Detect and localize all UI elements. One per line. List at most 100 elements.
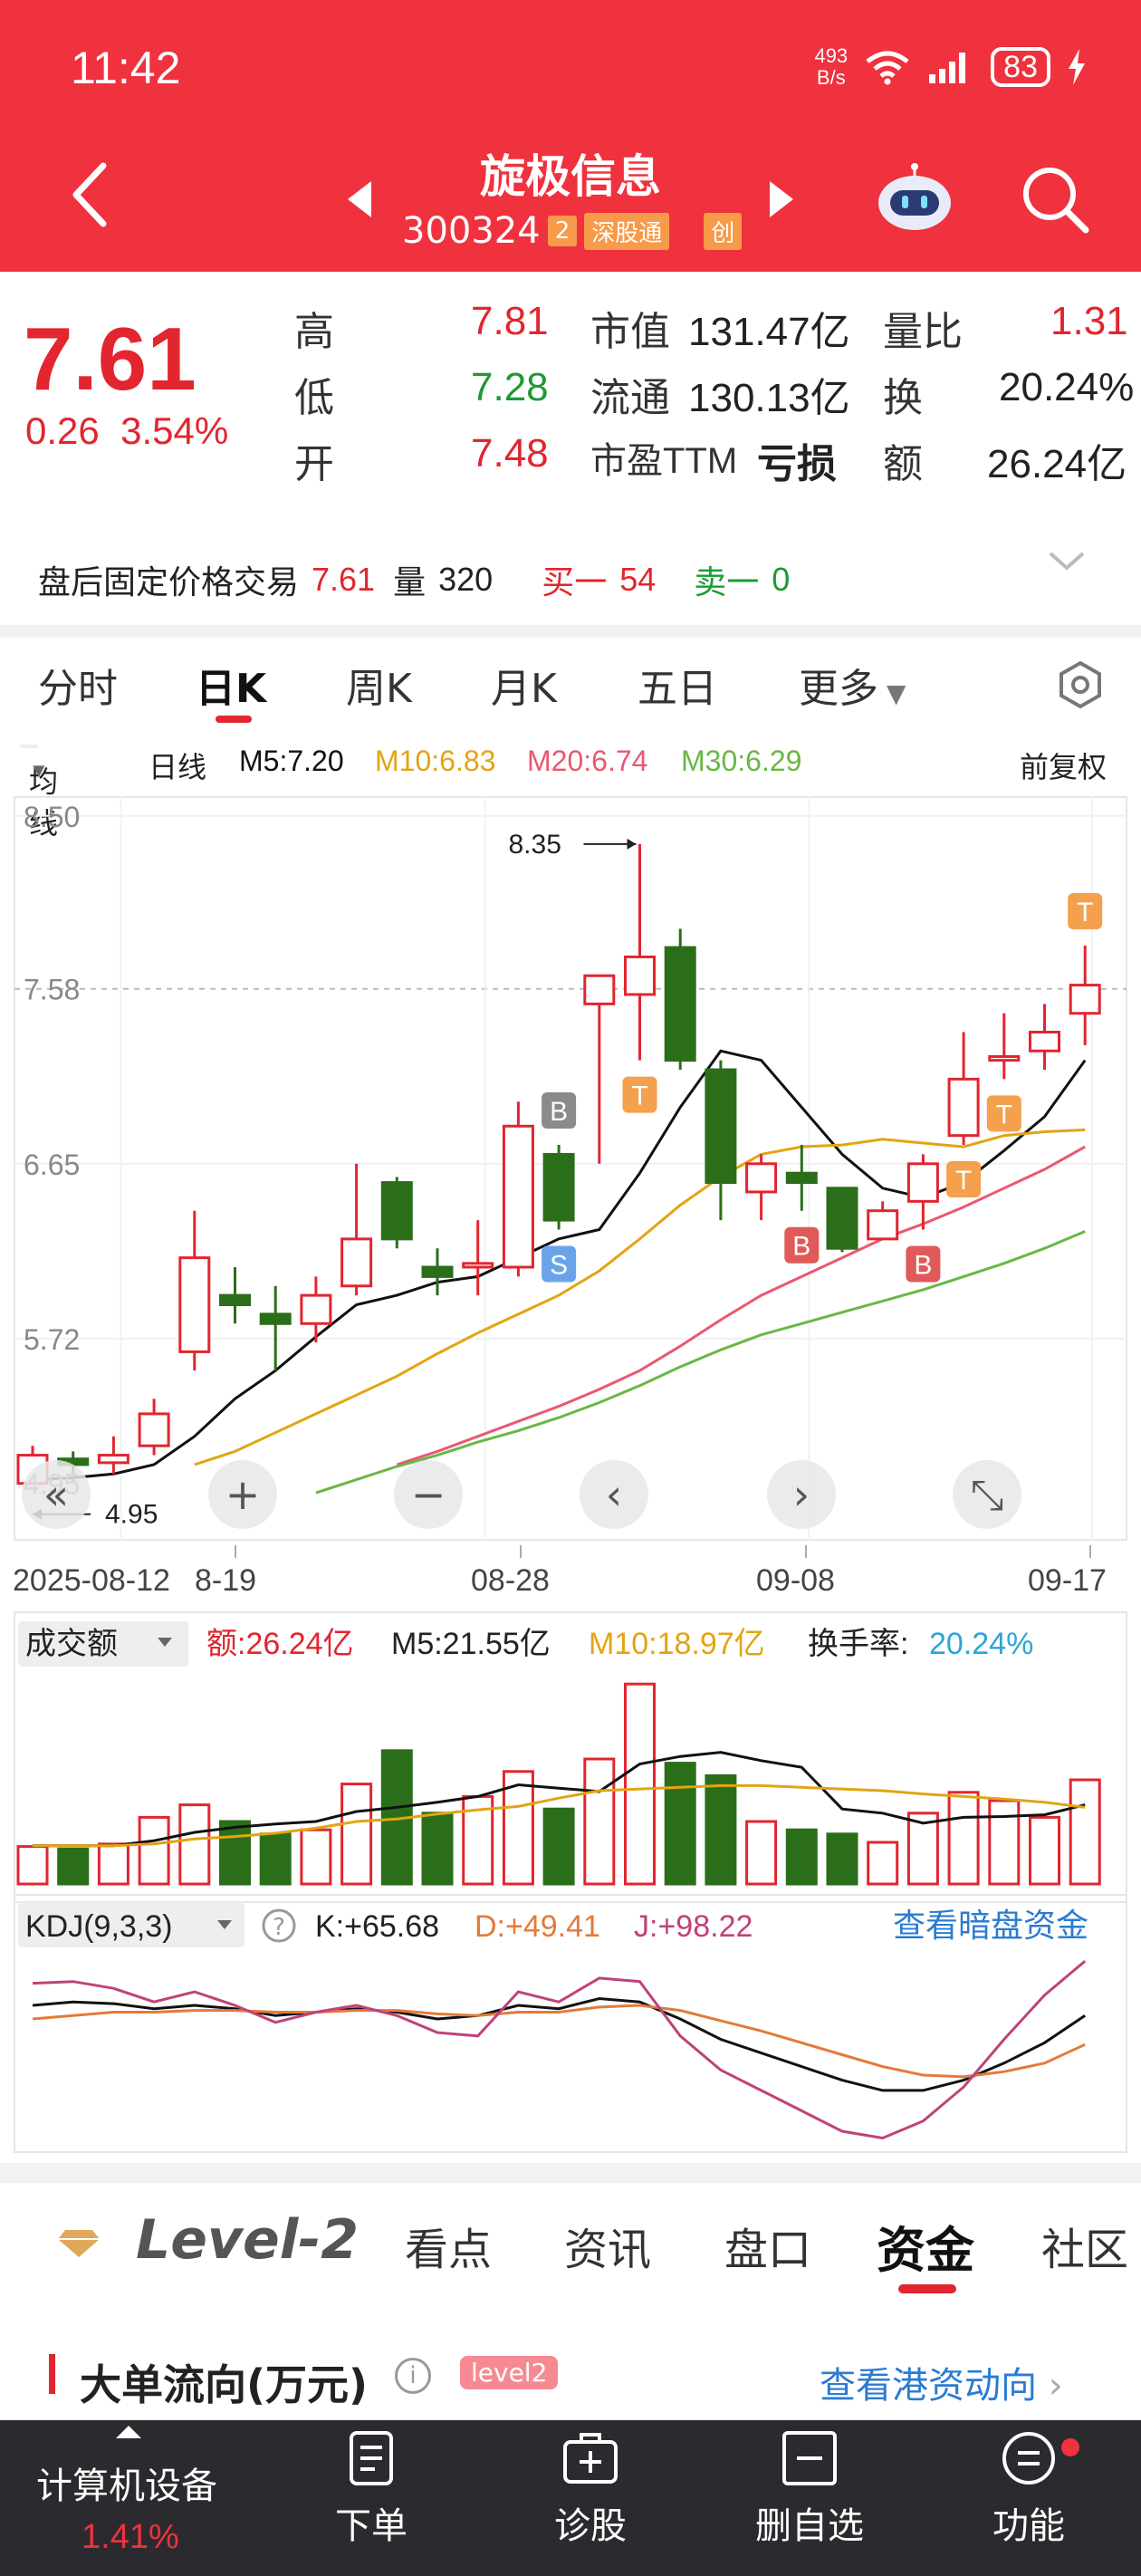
chevron-right-icon[interactable]: › [767,1460,836,1529]
nav-remove-watchlist[interactable]: 删自选 [737,2429,882,2549]
search-icon[interactable] [1019,163,1091,235]
candle-body [259,1312,292,1325]
nav-order[interactable]: 下单 [299,2429,444,2549]
control-circle [953,1460,1021,1529]
volume-bar [664,1762,696,1886]
turnover-label: 换 [883,376,923,420]
control-glyph: › [793,1470,810,1519]
kdj-select-chip [18,1902,244,1947]
control-glyph: + [225,1470,261,1519]
nav-diagnose[interactable]: 诊股 [518,2429,663,2549]
tab-daily-k[interactable]: 日K [196,666,267,712]
volume-bar [502,1770,534,1886]
section-divider [0,625,1141,638]
tab-orderbook[interactable]: 盘口 [724,2225,812,2275]
kline-frame [14,796,1127,1541]
tab-weekly-k[interactable]: 周K [346,666,412,712]
vol-ratio-label: 量比 [883,310,963,354]
high-value: 7.81 [471,299,549,343]
menu-circle-icon [1002,2432,1055,2485]
caret-up-icon[interactable] [116,2426,141,2438]
nav-functions[interactable]: 功能 [956,2429,1101,2549]
open-label: 开 [294,442,334,486]
tab-monthly-k[interactable]: 月K [491,666,557,712]
after-hours-vol-label: 量 [393,563,427,601]
caret-down-icon [158,1638,172,1647]
signal-badge [542,1245,577,1283]
adjust-mode[interactable]: 前复权 [1020,751,1107,783]
high-label: 高 [294,310,334,354]
candle-body [988,1054,1021,1062]
back-arrow-icon[interactable] [63,159,118,231]
dark-pool-link[interactable]: 查看暗盘资金 [893,1908,1088,1945]
volume-label: 成交额 [25,1627,118,1661]
candle-body [138,1412,170,1447]
tab-highlights[interactable]: 看点 [405,2225,493,2275]
volume-turnover-label: 换手率: [808,1627,908,1661]
candle-body [462,1262,494,1269]
signal-text: T [955,1166,972,1196]
info-icon[interactable]: i [395,2358,431,2394]
stock-code: 300324 [402,210,541,252]
ma-line-m20 [396,1145,1086,1466]
tab-news[interactable]: 资讯 [564,2225,652,2275]
collapse-left-icon[interactable]: « [22,1460,91,1529]
section-tabs: Level-2 看点 资讯 盘口 资金 社区 [0,2183,1141,2301]
tag-board: 创 [704,212,743,250]
robot-assistant-icon[interactable] [874,163,955,235]
candle-body [380,1181,413,1241]
signal-text: B [550,1097,568,1127]
chevron-down-icon[interactable] [1047,548,1087,575]
stock-code-row: 300324 2 深股通 创 [402,210,743,252]
period-tabs: 分时 日K 周K 月K 五日 更多 ▼ [0,638,1141,728]
sector-name[interactable]: 计算机设备 [36,2465,217,2507]
next-stock-button[interactable] [770,181,793,217]
bid-label: 买一 [542,563,608,601]
hk-flow-link[interactable]: 查看港资动向 › [820,2365,1063,2407]
volume-bar [583,1757,616,1886]
ma-line-m30 [315,1230,1086,1495]
signal-text: T [1077,898,1093,928]
y-tick-label: 7.58 [24,974,80,1006]
tab-five-day[interactable]: 五日 [638,666,717,712]
candle-body [583,974,616,1005]
prev-stock-button[interactable] [348,181,371,217]
candle-body [178,1256,211,1353]
volume-bar [57,1847,90,1886]
ma20-value: M20:6.74 [527,745,648,777]
zoom-in-icon[interactable]: + [208,1460,277,1529]
signal-badge [946,1161,982,1198]
tab-underline [216,716,252,723]
tab-intraday[interactable]: 分时 [38,666,118,712]
candle-body [502,1124,534,1269]
control-circle [767,1460,836,1529]
after-hours-bar[interactable]: 盘后固定价格交易 7.61 量 320 买一 54 卖一 0 [0,534,1141,625]
tab-level2[interactable]: Level-2 [136,2208,359,2272]
candle-body [300,1293,332,1325]
tab-funds[interactable]: 资金 [877,2222,974,2279]
mktcap-label: 市值 [590,310,670,354]
kdj-line [32,2004,1086,2079]
tab-community[interactable]: 社区 [1041,2225,1129,2275]
volume-m10: M10:18.97亿 [589,1627,765,1661]
candle-body [826,1187,858,1250]
fullscreen-icon[interactable]: ⤡ [953,1460,1021,1529]
y-tick-label: 5.72 [24,1323,80,1356]
zoom-out-icon[interactable]: − [394,1460,463,1529]
chevron-left-icon[interactable]: ‹ [580,1460,648,1529]
tab-more[interactable]: 更多 ▼ [799,666,906,712]
ma5-value: M5:7.20 [239,745,344,777]
volume-bar [947,1791,980,1886]
volume-bar [867,1841,899,1886]
candle-body [947,1077,980,1138]
chevron-right-icon: › [1037,2365,1063,2407]
kdj-j-value: J:+98.22 [634,1909,753,1944]
control-glyph: ‹ [606,1470,622,1519]
settings-hexagon-icon[interactable] [1055,659,1106,710]
after-hours-vol: 320 [438,561,494,598]
ma-mode-select[interactable]: 均线 ▼ [20,745,58,840]
accent-bar [49,2354,55,2394]
control-circle [394,1460,463,1529]
big-order-flow-header: 大单流向(万元) i level2 查看港资动向 › [0,2332,1141,2423]
